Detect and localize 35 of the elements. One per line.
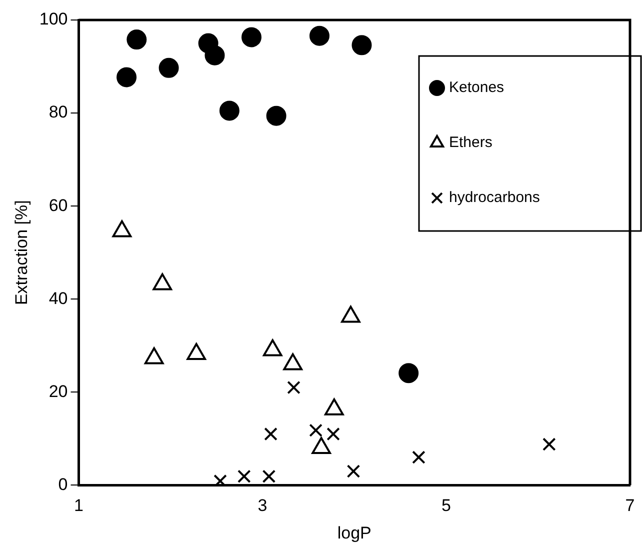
- point: [237, 470, 251, 484]
- legend-label: Ketones: [449, 79, 504, 96]
- point: [542, 438, 556, 451]
- point: [412, 450, 426, 464]
- x-tick-label: 7: [625, 496, 635, 516]
- x-tick-label: 1: [74, 496, 84, 516]
- point: [309, 26, 330, 46]
- legend-label: Ethers: [449, 134, 492, 152]
- point: [266, 106, 286, 126]
- point: [346, 464, 360, 478]
- y-tick-label: 40: [48, 288, 68, 308]
- x-axis-title: logP: [337, 523, 372, 542]
- point: [264, 427, 278, 441]
- point: [241, 27, 262, 48]
- x-tick-label: 3: [258, 496, 268, 516]
- point: [326, 427, 340, 441]
- point: [287, 380, 300, 394]
- x-tick-label: 5: [442, 496, 451, 516]
- point: [309, 424, 322, 437]
- point: [398, 363, 419, 384]
- point: [204, 45, 225, 66]
- y-tick-label: 0: [58, 474, 68, 494]
- point: [126, 30, 147, 50]
- point: [262, 470, 276, 484]
- point: [214, 474, 227, 486]
- y-tick-label: 100: [39, 10, 68, 29]
- y-axis-title: Extraction [%]: [12, 200, 31, 306]
- point: [219, 100, 240, 121]
- legend-label: hydrocarbons: [449, 189, 540, 206]
- point: [352, 35, 372, 56]
- y-tick-label: 80: [48, 102, 68, 122]
- y-tick-label: 20: [48, 382, 68, 401]
- y-tick-label: 60: [48, 196, 68, 215]
- point: [158, 58, 179, 78]
- point: [116, 67, 137, 88]
